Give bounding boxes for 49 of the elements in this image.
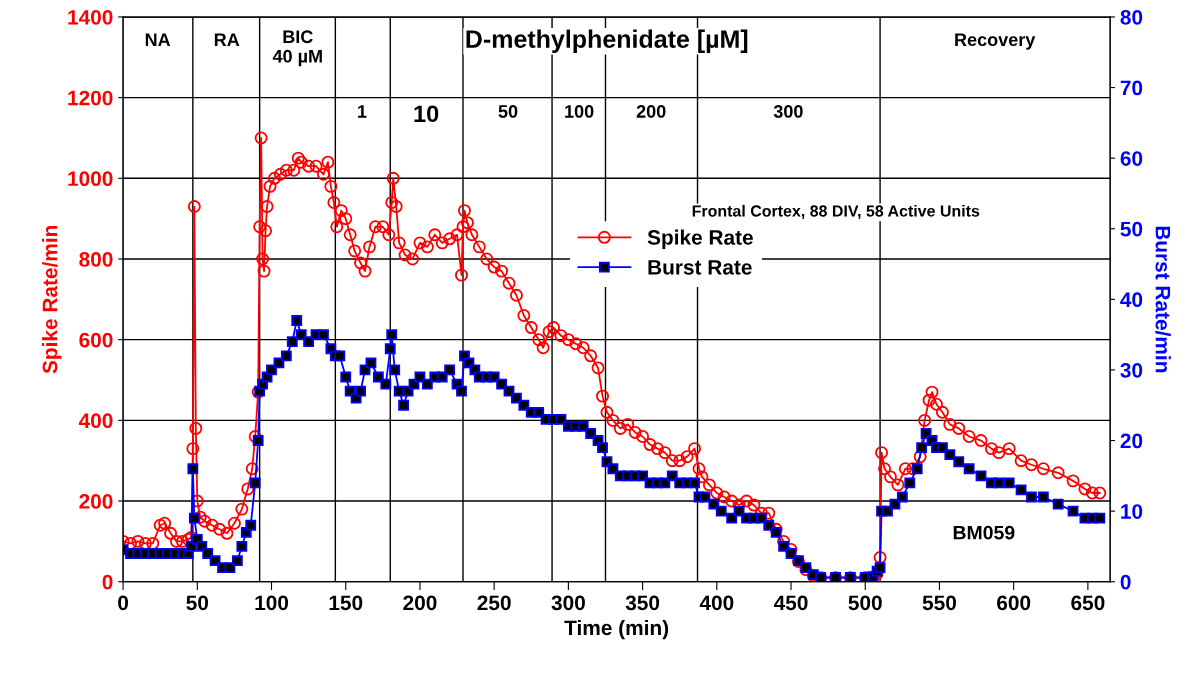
y-tick-label: 800 xyxy=(79,252,113,267)
x-axis-title: Time (min) xyxy=(564,619,669,640)
annotation: RA xyxy=(214,33,240,46)
y-axis-title: Spike Rate/min xyxy=(42,225,62,374)
x-tick-label: 100 xyxy=(255,595,289,611)
x-tick-label: 350 xyxy=(625,595,660,611)
annotation: 300 xyxy=(773,105,803,118)
x-tick-label: 550 xyxy=(922,595,956,611)
x-tick-label: 450 xyxy=(773,595,808,611)
y2-axis-title: Burst Rate/min xyxy=(1155,226,1171,373)
y2-tick-label: 20 xyxy=(1120,433,1143,449)
annotation: 1 xyxy=(358,105,367,118)
x-tick-label: 250 xyxy=(477,595,511,611)
y-tick-label: 400 xyxy=(78,413,113,429)
annotation: Frontal Cortex, 88 DIV, 58 Active Units xyxy=(692,204,980,219)
y-tick-label: 200 xyxy=(79,494,113,509)
y2-tick-label: 0 xyxy=(1120,574,1131,590)
y2-tick-label: 70 xyxy=(1120,80,1143,96)
y-tick-label: 0 xyxy=(102,574,113,590)
x-tick-label: 0 xyxy=(118,595,129,611)
x-tick-label: 200 xyxy=(403,595,437,611)
annotation: 100 xyxy=(565,105,594,118)
legend-label: Spike Rate xyxy=(647,229,753,249)
y2-tick-label: 40 xyxy=(1120,292,1143,308)
annotation: D-methylphenidate [µM] xyxy=(466,29,748,53)
y-tick-label: 1200 xyxy=(68,90,113,106)
x-tick-label: 300 xyxy=(551,595,585,611)
y-tick-label: 1400 xyxy=(68,9,113,25)
y2-tick-label: 30 xyxy=(1120,362,1143,378)
y2-tick-label: 50 xyxy=(1120,221,1143,237)
y-tick-label: 1000 xyxy=(68,171,113,187)
x-tick-label: 500 xyxy=(848,595,882,611)
x-tick-label: 400 xyxy=(699,595,734,611)
x-tick-label: 600 xyxy=(997,595,1031,611)
y2-tick-label: 60 xyxy=(1120,151,1143,166)
annotation: 200 xyxy=(636,105,666,118)
annotation: BM059 xyxy=(953,525,1015,540)
y2-tick-label: 10 xyxy=(1121,504,1143,519)
annotation: Recovery xyxy=(955,33,1036,50)
y2-tick-label: 80 xyxy=(1120,9,1143,25)
annotation: 50 xyxy=(498,105,518,118)
x-tick-label: 150 xyxy=(329,595,363,611)
legend-label: Burst Rate xyxy=(648,260,752,275)
y-tick-label: 600 xyxy=(79,332,113,348)
annotation: BIC 40 µM xyxy=(272,30,322,67)
x-tick-label: 650 xyxy=(1071,595,1105,611)
annotation: 10 xyxy=(414,105,439,123)
x-tick-label: 50 xyxy=(186,595,209,611)
annotation: NA xyxy=(145,33,171,46)
